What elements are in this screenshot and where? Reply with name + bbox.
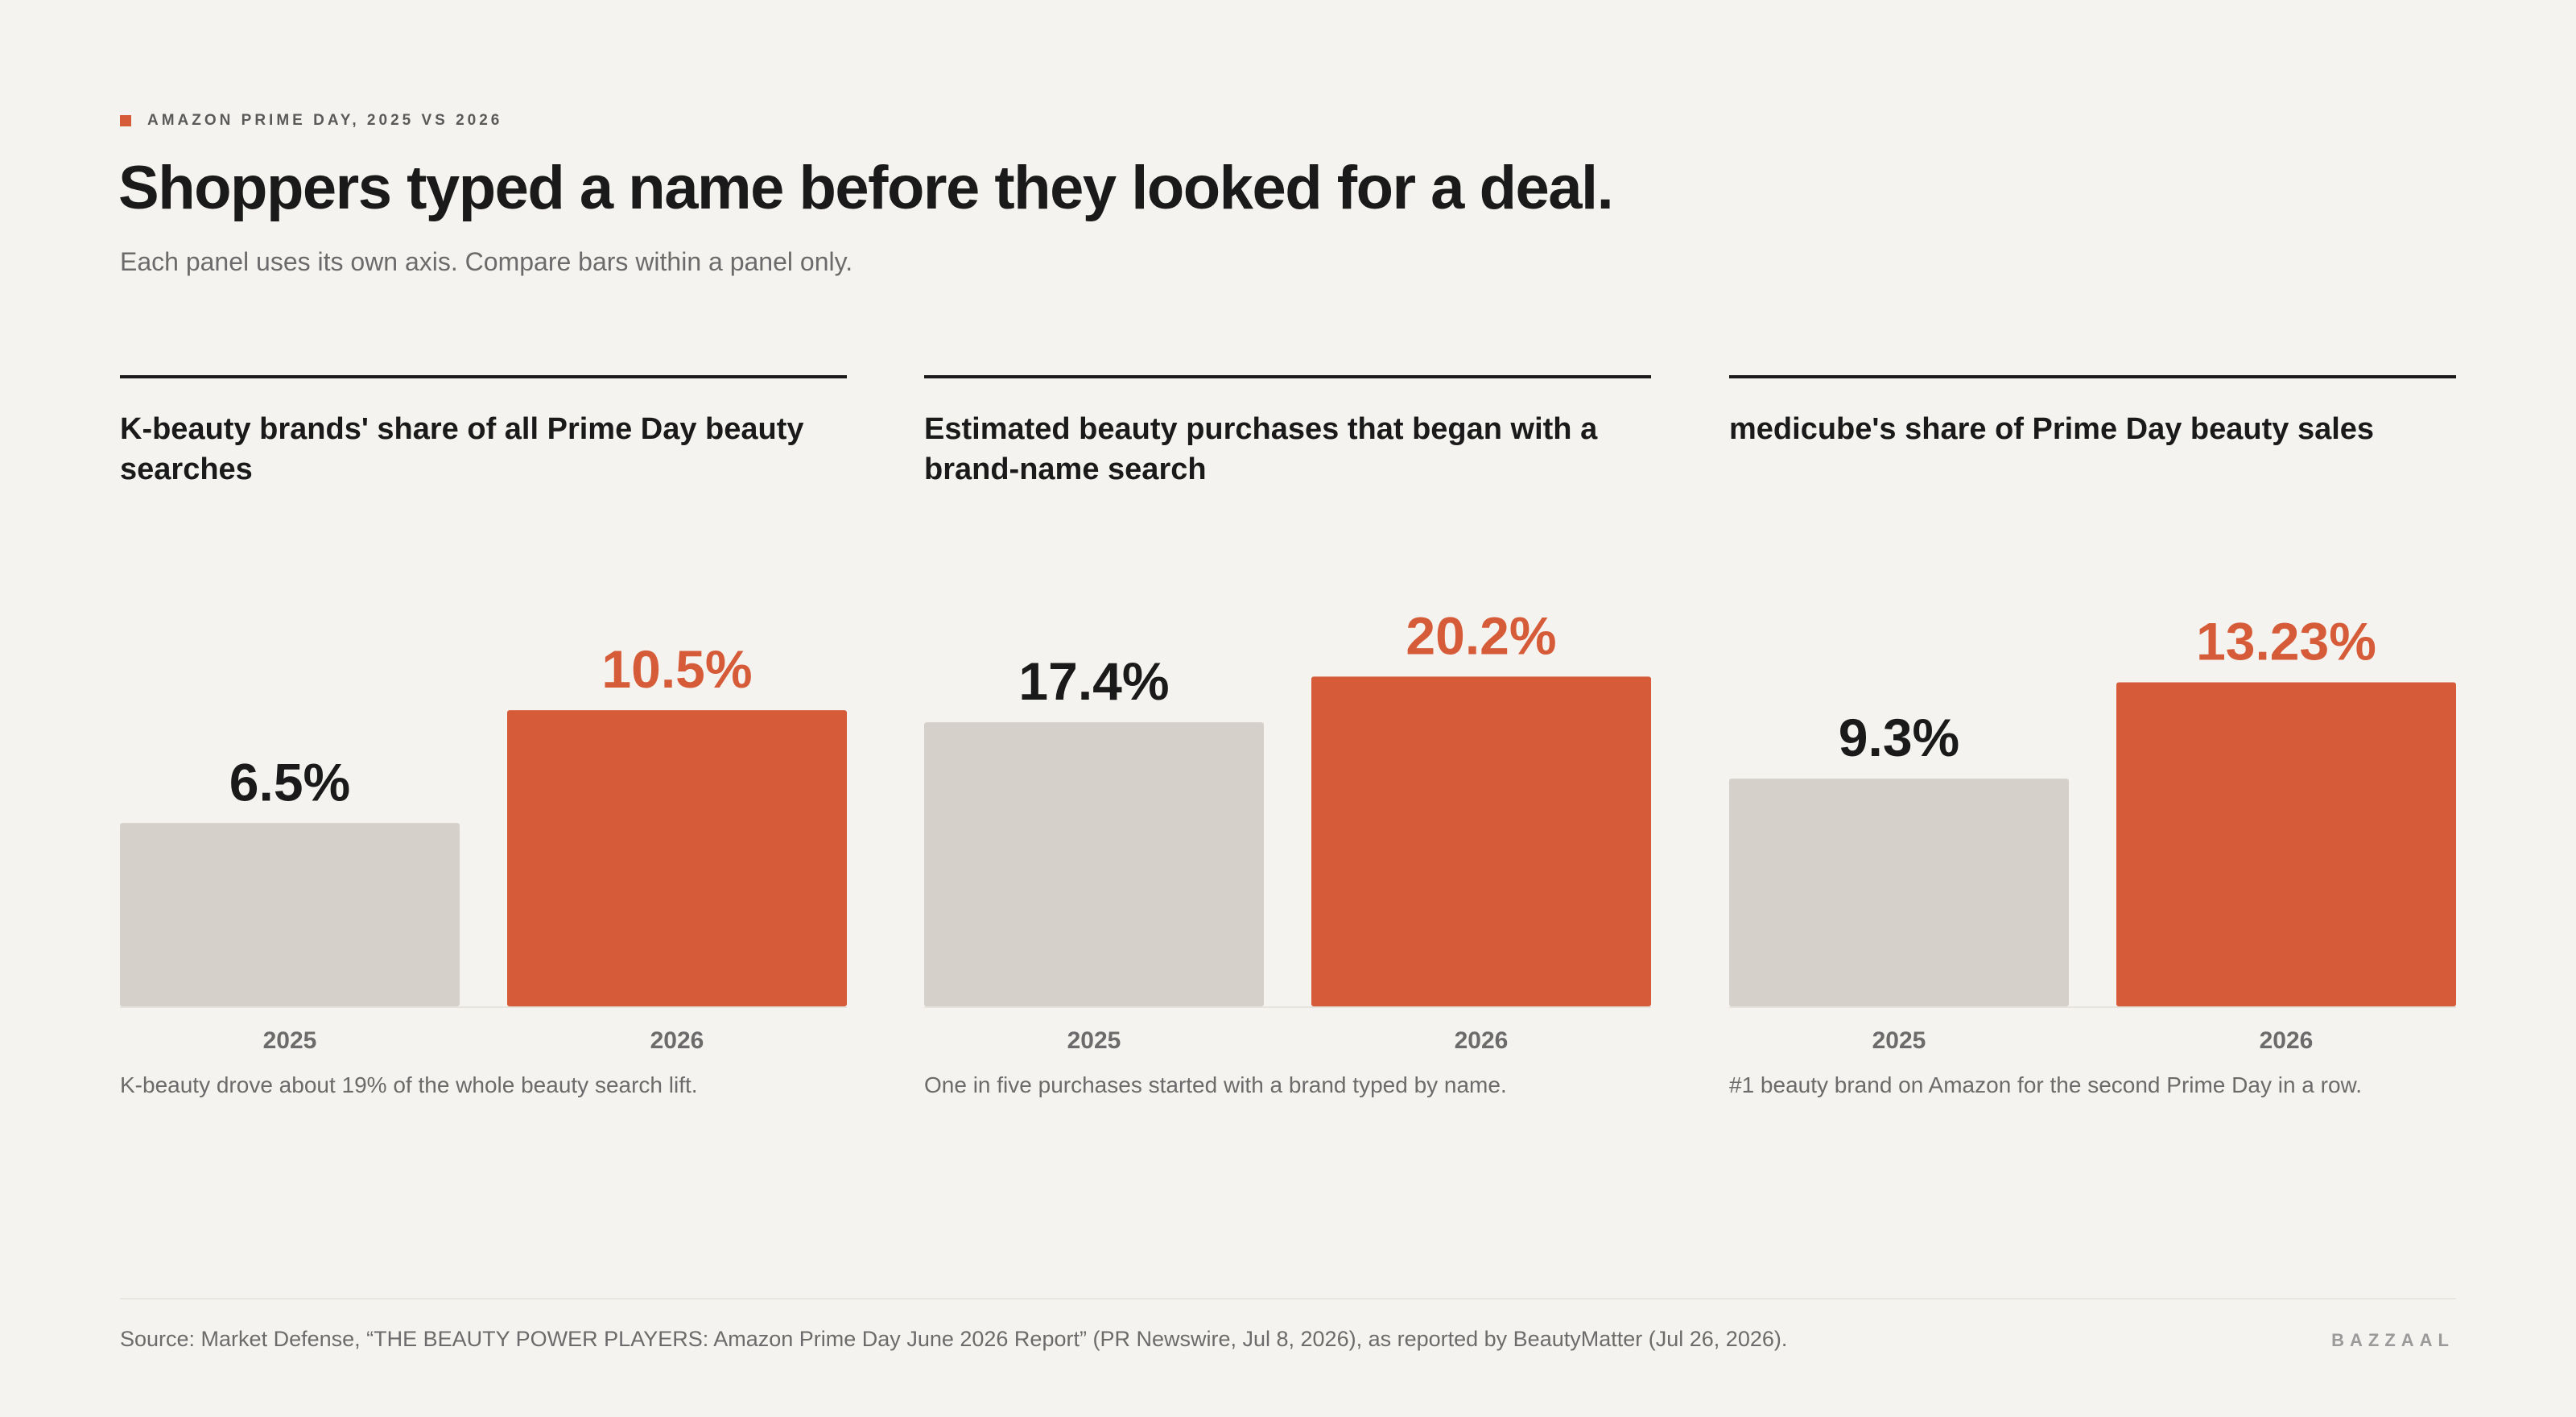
bar-chart: 9.3% 2025 13.23% 2026 (1729, 612, 2456, 1054)
panel-kbeauty-search-share: K-beauty brands' share of all Prime Day … (120, 375, 847, 1116)
bar-2026 (507, 710, 847, 1006)
category-label-2025: 2025 (1872, 1027, 1926, 1054)
brand-wordmark: BAZZAAL (2331, 1330, 2454, 1350)
kicker: AMAZON PRIME DAY, 2025 VS 2026 (120, 112, 502, 130)
panel-title: Estimated beauty purchases that began wi… (924, 412, 1598, 486)
category-label-2026: 2026 (650, 1027, 704, 1054)
kicker-text: AMAZON PRIME DAY, 2025 VS 2026 (147, 112, 503, 129)
category-label-2025: 2025 (1067, 1027, 1121, 1054)
panel-rule (120, 375, 847, 378)
page-title: Shoppers typed a name before they looked… (118, 154, 1614, 222)
footer-divider (120, 1298, 2456, 1299)
bar-2025 (1729, 779, 2069, 1006)
bar-2025 (924, 722, 1264, 1006)
value-label-2026: 13.23% (2196, 612, 2376, 671)
value-label-2025: 17.4% (1018, 651, 1169, 711)
category-label-2026: 2026 (2260, 1027, 2314, 1054)
panel-brand-name-purchases: Estimated beauty purchases that began wi… (924, 375, 1651, 1116)
bar-chart: 6.5% 2025 10.5% 2026 (120, 639, 847, 1054)
bar-chart: 17.4% 2025 20.2% 2026 (924, 605, 1651, 1054)
value-label-2025: 6.5% (229, 752, 350, 812)
panel-note: One in five purchases started with a bra… (924, 1072, 1507, 1097)
value-label-2026: 10.5% (601, 639, 752, 699)
value-label-2025: 9.3% (1839, 708, 1959, 767)
source-note: Source: Market Defense, “THE BEAUTY POWE… (120, 1327, 1788, 1351)
panel-note: #1 beauty brand on Amazon for the second… (1729, 1072, 2363, 1097)
panel-title: K-beauty brands' share of all Prime Day … (120, 412, 804, 486)
panel-title: medicube's share of Prime Day beauty sal… (1729, 412, 2375, 446)
panel-medicube-sales-share: medicube's share of Prime Day beauty sal… (1729, 375, 2456, 1116)
category-label-2025: 2025 (263, 1027, 317, 1054)
category-label-2026: 2026 (1455, 1027, 1509, 1054)
value-label-2026: 20.2% (1406, 605, 1556, 665)
kicker-marker (120, 115, 131, 126)
panel-rule (1729, 375, 2456, 378)
panel-rule (924, 375, 1651, 378)
panel-note: K-beauty drove about 19% of the whole be… (120, 1072, 698, 1097)
bar-2026 (2116, 682, 2456, 1006)
bar-2025 (120, 823, 460, 1006)
page-subtitle: Each panel uses its own axis. Compare ba… (120, 247, 853, 276)
bar-2026 (1311, 676, 1651, 1006)
